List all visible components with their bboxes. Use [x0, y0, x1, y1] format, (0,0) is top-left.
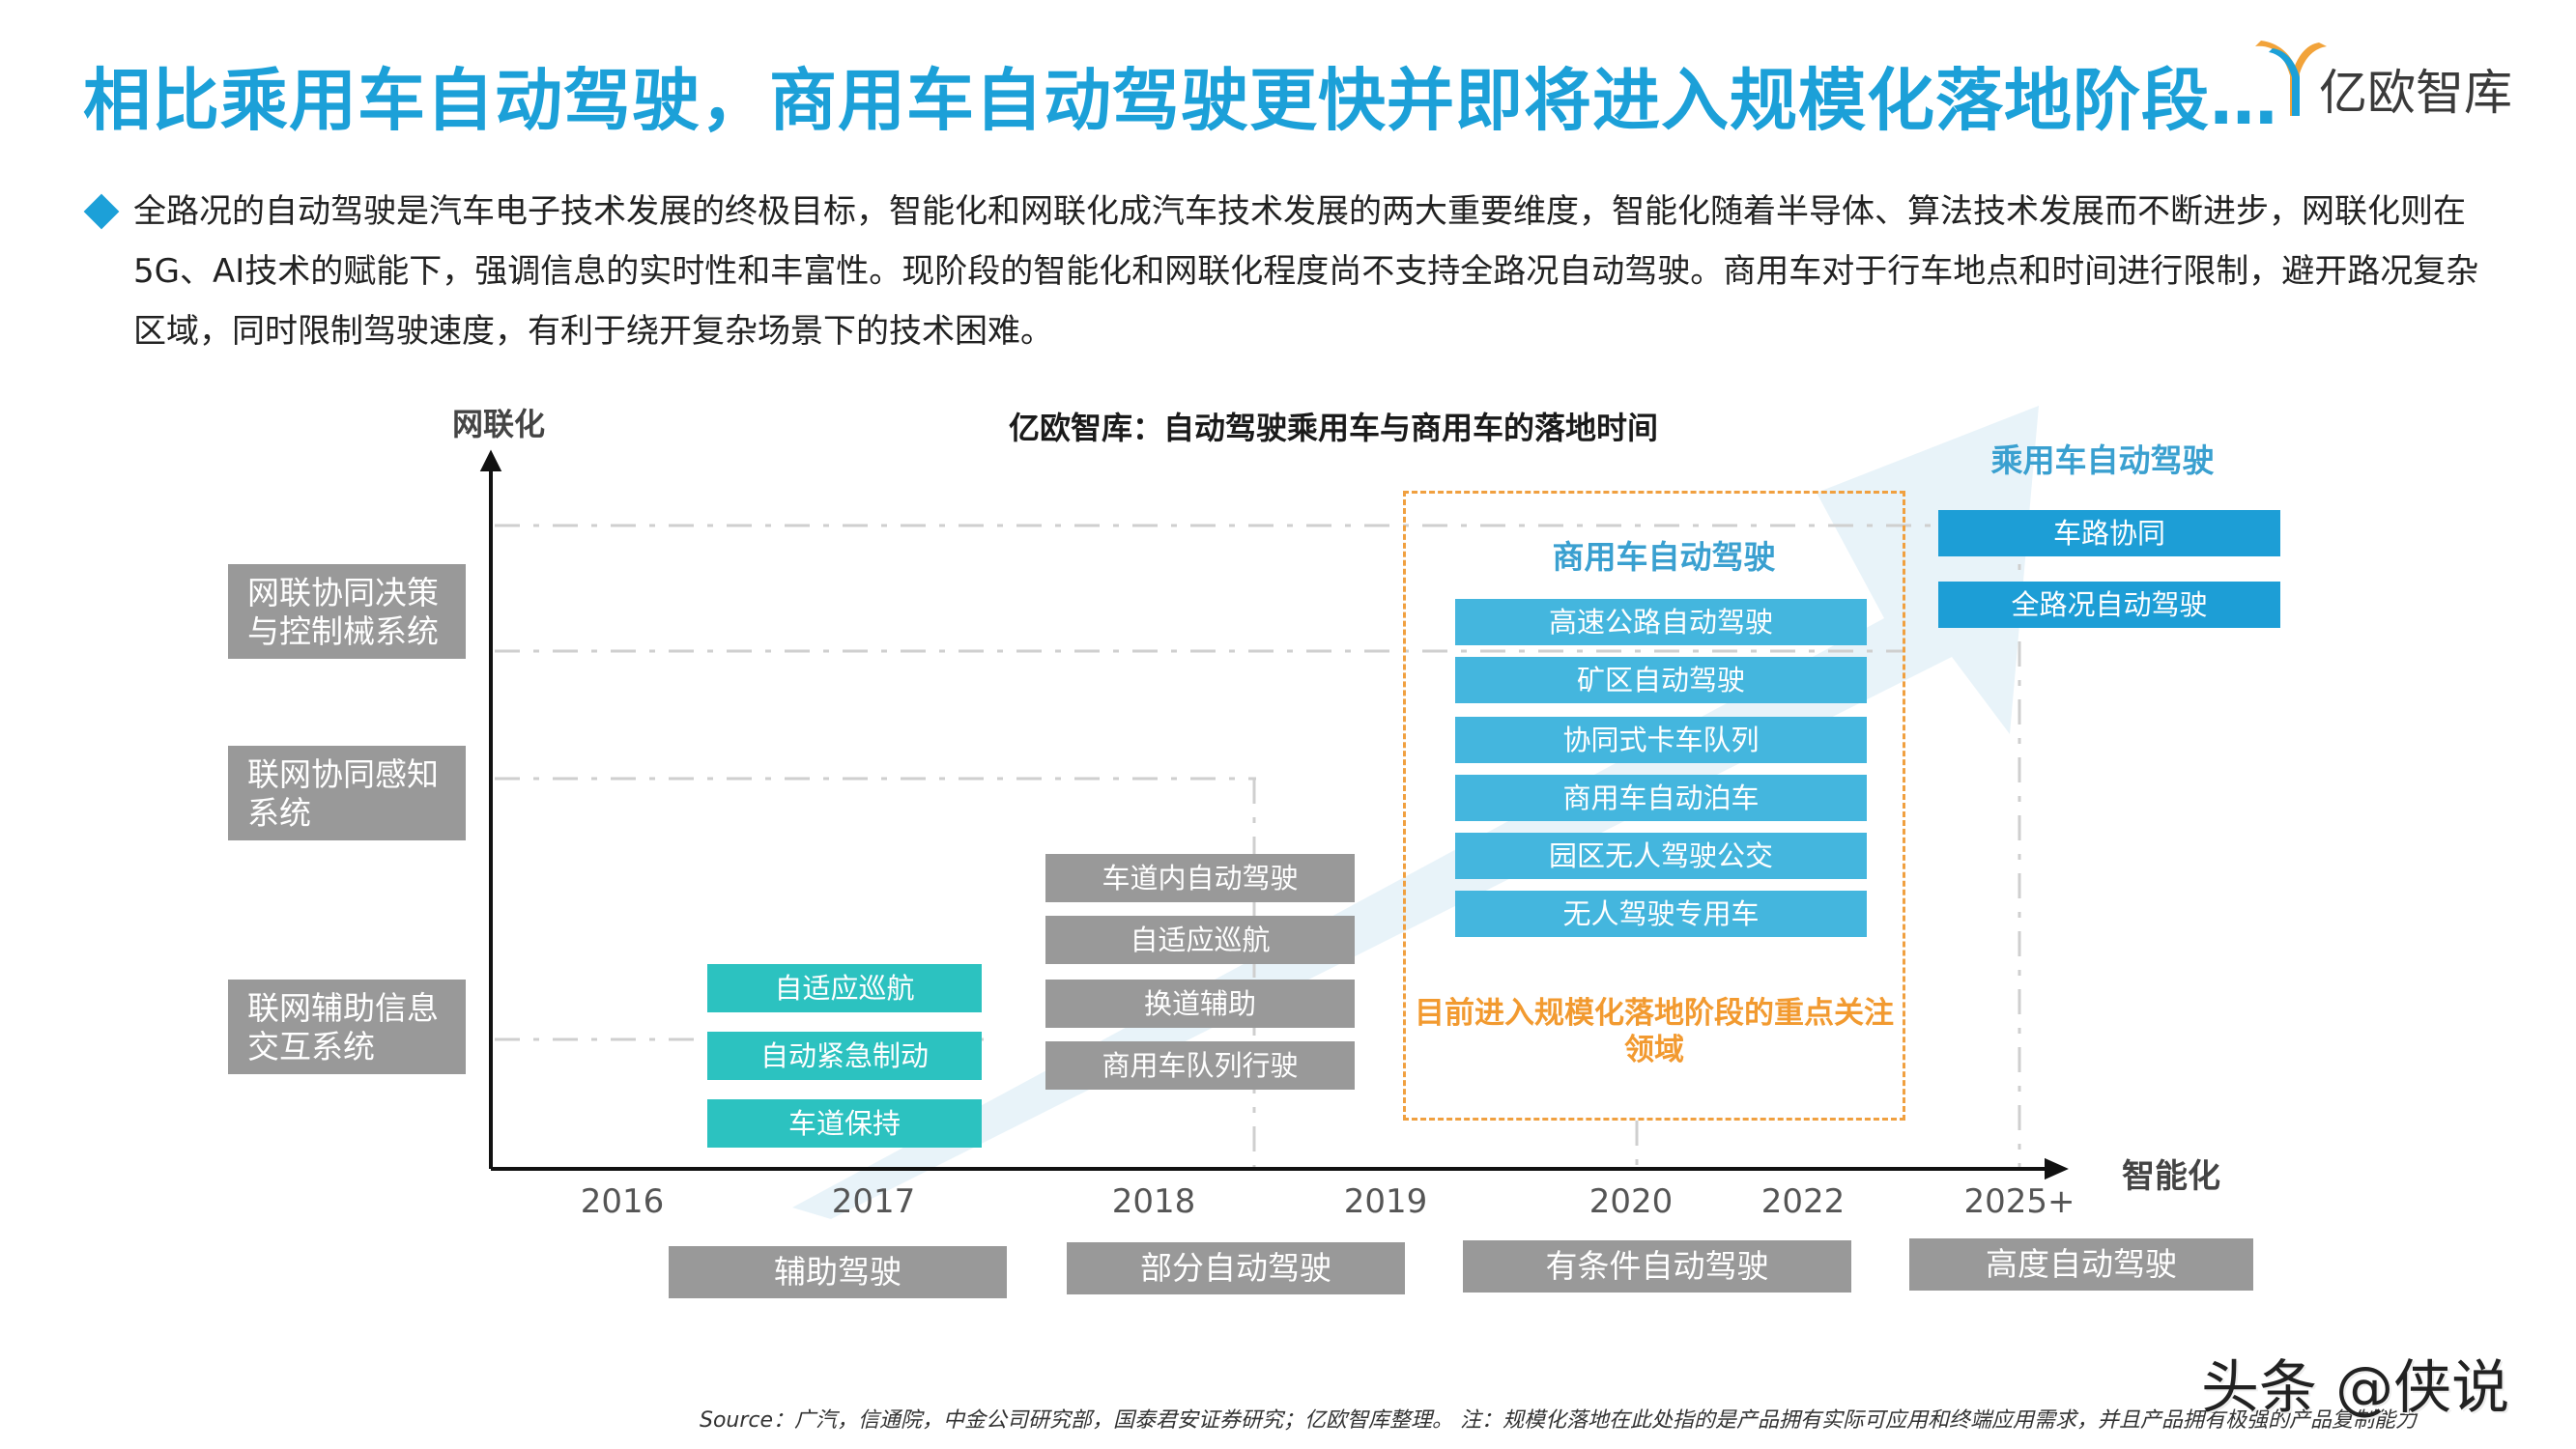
- passenger-heading: 乘用车自动驾驶: [1990, 441, 2215, 479]
- logo: [2251, 39, 2541, 120]
- commercial-item: 高速公路自动驾驶: [1455, 599, 1867, 645]
- feature-box: 自动紧急制动: [707, 1032, 982, 1080]
- feature-box: 自适应巡航: [1045, 916, 1355, 964]
- intro-paragraph: 全路况的自动驾驶是汽车电子技术发展的终极目标，智能化和网联化成汽车技术发展的两大…: [133, 192, 2479, 351]
- watermark-shadow: 头条 @侠说: [2203, 1356, 2512, 1424]
- passenger-item: 全路况自动驾驶: [1938, 582, 2280, 628]
- y-axis-label: 网联化: [452, 406, 546, 442]
- stage-conditional-automation: 有条件自动驾驶: [1463, 1240, 1851, 1293]
- year-label: 2020: [1589, 1182, 1674, 1221]
- y-level-cooperative-perception: 联网协同感知系统: [228, 746, 466, 840]
- year-label: 2018: [1111, 1182, 1196, 1221]
- year-label: 2017: [831, 1182, 916, 1221]
- feature-box: 商用车队列行驶: [1045, 1041, 1355, 1090]
- stage-partial-automation: 部分自动驾驶: [1067, 1242, 1405, 1294]
- progress-arrow: [792, 406, 2039, 1219]
- x-axis-label: 智能化: [2122, 1157, 2220, 1196]
- y-level-decision-control: 网联协同决策与控制械系统: [228, 564, 466, 659]
- commercial-item: 园区无人驾驶公交: [1455, 833, 1867, 879]
- axes: [479, 449, 2069, 1180]
- feature-box: 自适应巡航: [707, 964, 982, 1012]
- year-label: 2019: [1343, 1182, 1428, 1221]
- commercial-item: 矿区自动驾驶: [1455, 657, 1867, 703]
- page-title: 相比乘用车自动驾驶，商用车自动驾驶更快并即将进入规模化落地阶段…: [83, 61, 2278, 140]
- commercial-focus-frame: [1403, 491, 1905, 1121]
- passenger-item: 车路协同: [1938, 510, 2280, 556]
- year-label: 2025+: [1963, 1182, 2075, 1221]
- commercial-item: 商用车自动泊车: [1455, 775, 1867, 821]
- focus-note: 目前进入规模化落地阶段的重点关注领域: [1415, 996, 1894, 1067]
- commercial-item: 协同式卡车队列: [1455, 717, 1867, 763]
- commercial-item: 无人驾驶专用车: [1455, 891, 1867, 937]
- y-level-info-interaction: 联网辅助信息交互系统: [228, 980, 466, 1074]
- feature-box: 车道保持: [707, 1099, 982, 1148]
- stage-high-automation: 高度自动驾驶: [1909, 1238, 2253, 1291]
- diagram-title: 亿欧智库：自动驾驶乘用车与商用车的落地时间: [1008, 410, 1658, 446]
- watermark: 头条 @侠说: [2201, 1354, 2510, 1422]
- year-label: 2016: [580, 1182, 665, 1221]
- logo-text: 亿欧智库: [2319, 65, 2512, 121]
- feature-box: 换道辅助: [1045, 980, 1355, 1028]
- feature-box: 车道内自动驾驶: [1045, 854, 1355, 902]
- commercial-heading: 商用车自动驾驶: [1552, 538, 1776, 576]
- stage-assisted-driving: 辅助驾驶: [669, 1246, 1007, 1298]
- year-label: 2022: [1760, 1182, 1846, 1221]
- logo-icon: [2255, 41, 2327, 116]
- source-note: Source：广汽，信通院，中金公司研究部，国泰君安证券研究；亿欧智库整理。 注…: [700, 1408, 2418, 1433]
